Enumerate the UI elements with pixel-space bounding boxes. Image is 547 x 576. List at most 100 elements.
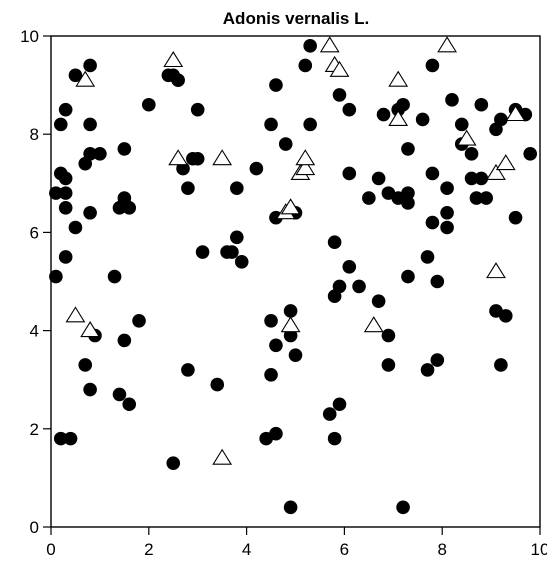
point-circle-25 [117, 142, 132, 156]
point-circle-7 [58, 186, 73, 200]
point-circle-9 [58, 250, 73, 264]
point-circle-46 [225, 245, 239, 259]
plot-frame [50, 35, 541, 528]
point-circle-111 [474, 97, 489, 112]
point-circle-39 [181, 363, 195, 377]
point-circle-24 [112, 387, 127, 402]
point-circle-5 [58, 102, 73, 117]
point-triangle-21 [486, 163, 506, 180]
point-circle-108 [464, 147, 479, 161]
point-circle-19 [83, 382, 97, 397]
point-circle-80 [371, 171, 386, 186]
point-circle-113 [479, 191, 494, 205]
point-circle-97 [425, 58, 440, 73]
point-circle-96 [420, 363, 435, 377]
point-triangle-23 [495, 154, 516, 171]
point-circle-38 [181, 181, 195, 196]
point-circle-1 [49, 269, 63, 284]
x-tick-label-4: 4 [242, 540, 251, 559]
point-triangle-12 [295, 149, 316, 166]
point-circle-21 [93, 147, 107, 161]
point-circle-69 [327, 235, 342, 250]
point-circle-41 [190, 102, 205, 117]
y-tick-label-10: 10 [20, 27, 39, 46]
point-triangle-5 [212, 149, 233, 166]
point-circle-0 [49, 186, 63, 200]
point-circle-56 [269, 338, 283, 353]
point-triangle-13 [319, 36, 340, 53]
point-circle-6 [58, 171, 73, 186]
point-circle-74 [332, 397, 347, 412]
point-circle-14 [78, 358, 93, 372]
point-triangle-8 [280, 198, 301, 215]
data-points [49, 36, 538, 515]
point-circle-55 [269, 78, 283, 92]
point-circle-15 [83, 58, 97, 73]
point-circle-95 [420, 250, 435, 264]
point-circle-90 [401, 142, 415, 156]
point-circle-17 [83, 147, 97, 161]
y-tick-label-6: 6 [30, 223, 39, 242]
point-triangle-2 [80, 321, 101, 338]
point-triangle-17 [388, 70, 409, 87]
point-circle-88 [396, 97, 410, 112]
point-circle-99 [425, 215, 440, 230]
point-circle-49 [234, 255, 249, 269]
point-circle-12 [68, 220, 83, 235]
point-triangle-18 [388, 109, 409, 126]
point-circle-8 [58, 201, 73, 215]
x-tick-label-6: 6 [340, 540, 349, 559]
point-circle-54 [264, 367, 278, 382]
point-circle-104 [440, 220, 454, 235]
point-circle-116 [494, 112, 508, 127]
point-circle-47 [230, 181, 244, 196]
point-circle-18 [83, 205, 97, 220]
point-circle-100 [430, 274, 445, 289]
point-triangle-4 [168, 149, 189, 166]
point-circle-67 [303, 117, 317, 132]
point-circle-85 [381, 358, 396, 372]
point-circle-64 [288, 348, 303, 362]
point-circle-73 [332, 279, 347, 294]
point-triangle-16 [363, 316, 384, 333]
point-circle-44 [210, 377, 225, 392]
x-tick-label-0: 0 [46, 540, 55, 559]
point-circle-31 [132, 313, 146, 328]
point-circle-66 [303, 39, 317, 53]
point-circle-10 [63, 431, 78, 446]
point-circle-93 [401, 269, 415, 284]
point-triangle-22 [486, 262, 506, 279]
point-circle-72 [332, 88, 347, 102]
point-triangle-19 [437, 36, 458, 53]
point-circle-68 [322, 407, 337, 421]
point-circle-65 [298, 58, 313, 73]
point-circle-98 [425, 166, 440, 181]
point-circle-2 [53, 117, 68, 132]
point-circle-84 [381, 328, 396, 343]
point-circle-48 [230, 230, 244, 245]
point-circle-22 [107, 269, 122, 284]
point-circle-30 [122, 397, 137, 412]
point-circle-4 [53, 431, 68, 446]
point-circle-102 [440, 181, 454, 196]
point-circle-52 [264, 117, 278, 132]
point-circle-36 [171, 73, 185, 87]
point-circle-57 [269, 426, 283, 441]
y-tick-label-8: 8 [30, 125, 39, 144]
point-circle-81 [371, 294, 386, 308]
chart-title: Adonis vernalis L. [223, 9, 369, 28]
point-circle-92 [401, 196, 415, 210]
point-triangle-0 [65, 306, 86, 323]
point-circle-103 [440, 205, 454, 220]
point-circle-110 [469, 191, 484, 205]
point-circle-89 [396, 500, 410, 515]
point-triangle-24 [505, 105, 526, 122]
point-triangle-9 [280, 316, 301, 333]
x-tick-label-2: 2 [144, 540, 153, 559]
point-circle-79 [362, 191, 376, 205]
point-circle-105 [445, 93, 459, 107]
point-circle-78 [352, 279, 366, 294]
point-triangle-6 [212, 448, 233, 465]
point-circle-101 [430, 353, 445, 367]
